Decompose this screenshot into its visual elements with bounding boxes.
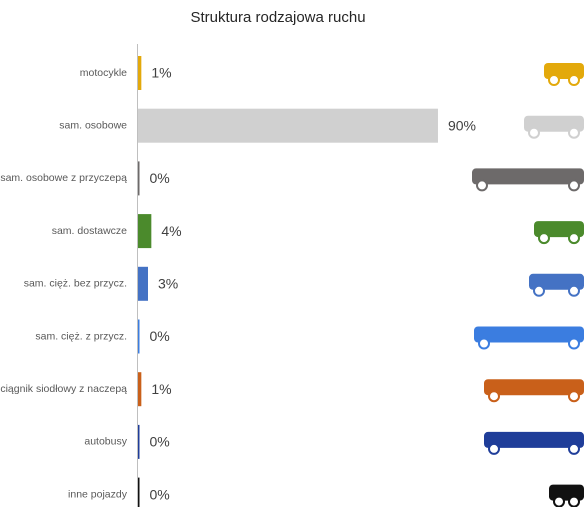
vehicle-icon <box>472 168 584 192</box>
vehicle-icon <box>484 379 584 403</box>
vehicle-icon <box>484 431 584 455</box>
icon-wheel <box>568 337 580 350</box>
bar <box>138 161 140 196</box>
icon-wheel <box>488 390 500 403</box>
vehicle-icon <box>534 221 584 245</box>
icon-wheel <box>538 232 550 245</box>
value-label: 0% <box>150 170 170 186</box>
icon-body <box>474 326 584 343</box>
icon-wheel <box>568 232 580 245</box>
icon-body <box>484 431 584 448</box>
vehicle-icon <box>549 484 584 507</box>
category-label: sam. cięż. bez przycz. <box>24 278 127 290</box>
value-label: 1% <box>151 381 171 397</box>
bar <box>138 266 148 301</box>
bar <box>138 319 140 354</box>
bar <box>138 56 142 90</box>
icon-body <box>484 379 584 396</box>
icon-wheel <box>553 495 565 507</box>
value-label: 0% <box>150 328 170 344</box>
value-label: 3% <box>158 276 178 292</box>
category-label: sam. cięż. z przycz. <box>35 330 127 342</box>
icon-wheel <box>476 179 488 192</box>
value-label: 1% <box>151 65 171 81</box>
icon-wheel <box>548 74 560 86</box>
icon-wheel <box>528 126 540 139</box>
icon-wheel <box>568 442 580 455</box>
icon-body <box>472 168 584 185</box>
icon-wheel <box>488 442 500 455</box>
bar <box>138 477 140 507</box>
chart-title: Struktura rodzajowa ruchu <box>190 9 365 26</box>
category-label: motocykle <box>80 67 127 79</box>
vehicle-icon <box>474 326 584 350</box>
category-label: sam. osobowe <box>59 119 127 131</box>
category-label: sam. dostawcze <box>52 225 127 237</box>
category-label: ciągnik siodłowy z naczepą <box>0 383 127 395</box>
value-label: 0% <box>150 486 170 502</box>
bar <box>138 424 140 459</box>
icon-wheel <box>568 126 580 139</box>
vehicle-icon <box>529 273 584 297</box>
category-label: inne pojazdy <box>68 488 128 500</box>
icon-wheel <box>533 284 545 297</box>
icon-wheel <box>568 74 580 86</box>
value-label: 4% <box>161 223 181 239</box>
bar <box>138 372 142 407</box>
icon-wheel <box>568 390 580 403</box>
icon-wheel <box>478 337 490 350</box>
icon-wheel <box>568 179 580 192</box>
icon-wheel <box>568 284 580 297</box>
bar <box>138 108 438 143</box>
value-label: 90% <box>448 117 476 133</box>
category-label: autobusy <box>84 436 127 448</box>
icon-body <box>529 273 584 290</box>
vehicle-icon <box>544 63 584 86</box>
icon-body <box>524 115 584 132</box>
vehicle-icon <box>524 115 584 139</box>
category-label: sam. osobowe z przyczepą <box>0 172 127 184</box>
icon-wheel <box>568 495 580 507</box>
bar <box>138 214 152 249</box>
value-label: 0% <box>150 434 170 450</box>
